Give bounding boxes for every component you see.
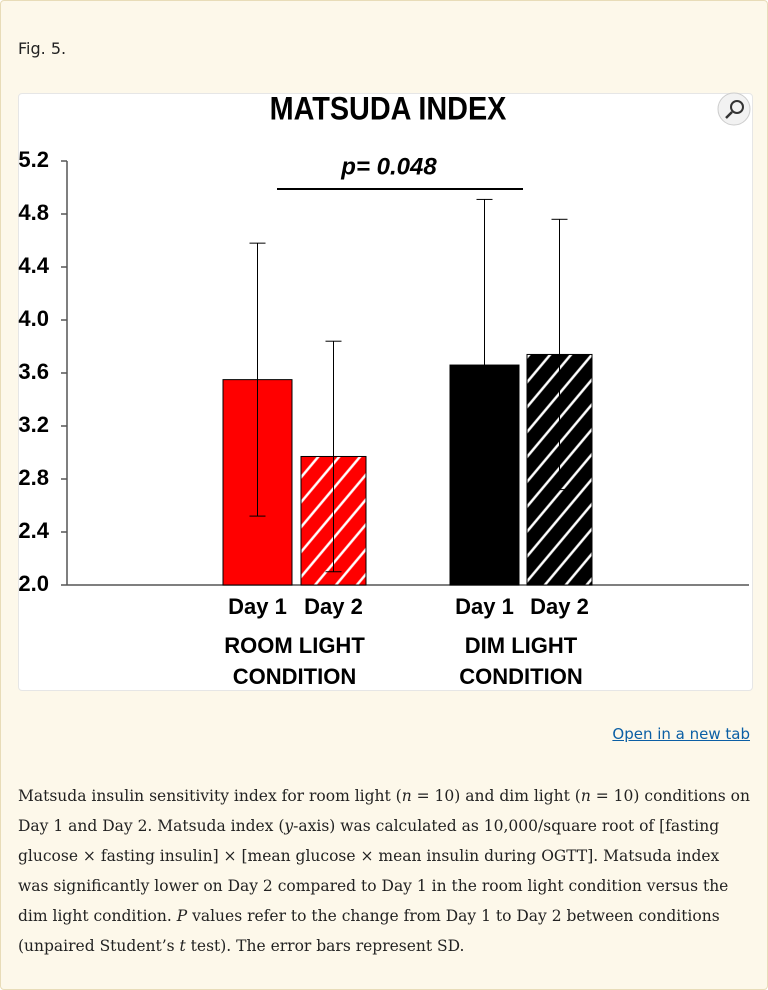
caption-text: = 10) and dim light (: [411, 787, 581, 805]
x-tick-label: Day 1: [228, 594, 287, 619]
figure-box: [18, 93, 753, 691]
chart: MATSUDA INDEX 2.0 2.4 2.8 3.2 3.6 4.0 4.4 4.8 5.…: [18, 91, 751, 689]
caption-text: y: [284, 817, 294, 835]
y-tick-label: 2.8: [18, 465, 49, 490]
caption-text: Matsuda insulin sensitivity index for ro…: [18, 787, 402, 805]
y-tick-label: 2.4: [18, 518, 49, 543]
caption-text: = 10) conditions on Day 1 and Day 2. Mat…: [18, 787, 750, 835]
group-label: CONDITION: [233, 664, 356, 689]
caption-text: n: [401, 787, 412, 805]
zoom-icon-handle: [725, 111, 733, 119]
open-in-new-tab-link[interactable]: Open in a new tab: [612, 725, 750, 743]
caption-text: -axis) was calculated as 10,000/square r…: [18, 817, 729, 925]
x-tick-label: Day 2: [304, 594, 363, 619]
caption-text: n: [580, 787, 591, 805]
y-tick-label: 5.2: [18, 147, 49, 172]
y-tick-label: 4.8: [18, 200, 49, 225]
y-tick-label: 4.4: [18, 253, 49, 278]
group-label: CONDITION: [459, 664, 582, 689]
chart-title: MATSUDA INDEX: [270, 91, 507, 127]
group-label: DIM LIGHT: [465, 633, 578, 658]
y-tick-label: 4.0: [18, 306, 49, 331]
caption-text: P: [176, 907, 188, 925]
y-tick-label: 3.2: [18, 412, 49, 437]
y-tick-label: 2.0: [18, 571, 49, 596]
annotation: p= 0.048: [340, 153, 437, 180]
caption: Matsuda insulin sensitivity index for ro…: [18, 781, 753, 961]
x-tick-label: Day 1: [455, 594, 514, 619]
caption-text: test). The error bars represent SD.: [185, 937, 465, 955]
zoom-icon-lens: [730, 100, 744, 114]
group-label: ROOM LIGHT: [224, 633, 365, 658]
zoom-icon[interactable]: [717, 92, 751, 126]
y-tick-label: 3.6: [18, 359, 49, 384]
caption-text: t: [179, 937, 186, 955]
caption-text: values refer to the change from Day 1 to…: [18, 907, 720, 955]
figure-label: Fig. 5.: [18, 39, 67, 58]
x-tick-label: Day 2: [530, 594, 589, 619]
